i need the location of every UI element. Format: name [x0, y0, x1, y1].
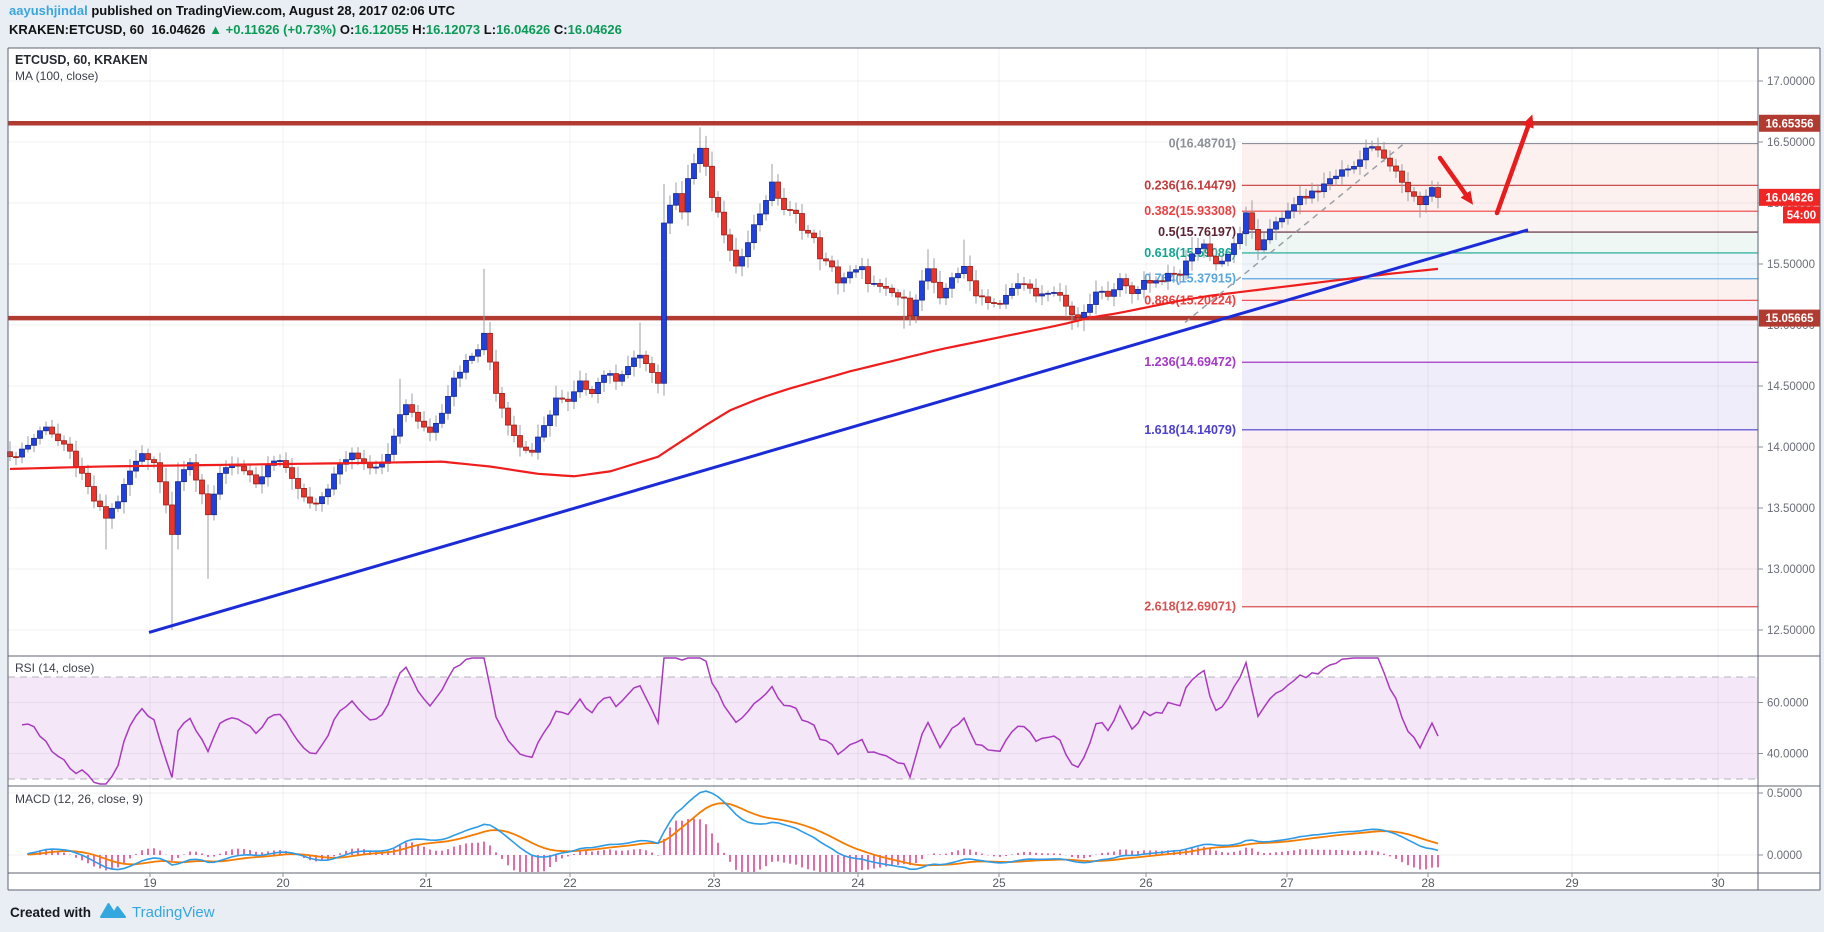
rsi-layer	[21, 657, 1439, 785]
symbol-name[interactable]: KRAKEN:ETCUSD, 60	[9, 22, 145, 37]
chart-legend-ma[interactable]: MA (100, close)	[15, 69, 99, 83]
time-axis-label: 19	[143, 876, 157, 890]
support-trendline[interactable]	[148, 228, 1529, 634]
fib-level-label: 0(16.48701)	[1169, 137, 1236, 151]
fib-level-label: 0.236(16.14479)	[1144, 178, 1236, 192]
quote-change: +0.11626 (+0.73%)	[225, 22, 337, 37]
price-axis-label: 16.50000	[1767, 137, 1815, 149]
time-axis-label: 20	[276, 876, 290, 890]
rsi-line	[21, 657, 1439, 785]
price-axis-label: 13.50000	[1767, 503, 1815, 515]
time-axis-label: 23	[707, 876, 721, 890]
price-axis-label: 15.50000	[1767, 259, 1815, 271]
ma-layer	[9, 267, 1439, 478]
fib-level-label: 1.618(14.14079)	[1144, 423, 1236, 437]
tradingview-brand-link[interactable]: TradingView	[132, 903, 215, 921]
time-axis-label: 30	[1711, 876, 1725, 890]
close-label: C:	[553, 22, 568, 37]
ma-100-line	[9, 267, 1439, 478]
dashed-line-layer	[1184, 143, 1405, 324]
price-axis-label: 0.0000	[1767, 850, 1802, 862]
fib-lines-layer: 0(16.48701) 0.236(16.14479) 0.382(15.93308…	[1144, 137, 1758, 614]
time-axis-label: 25	[992, 876, 1006, 890]
price-axis-label: 17.00000	[1767, 76, 1815, 88]
price-axis-badges: 16.65356 15.05665 16.04626 54:00	[1759, 114, 1820, 327]
price-axis[interactable]: 17.0000016.5000016.0000015.5000015.00000…	[1758, 76, 1815, 862]
close-value: 16.04626	[567, 22, 622, 37]
price-axis-label: 14.00000	[1767, 442, 1815, 454]
chart-legend-symbol[interactable]: ETCUSD, 60, KRAKEN	[15, 53, 148, 67]
fib-level-label: 0.764(15.37915)	[1144, 272, 1236, 286]
macd-line	[27, 790, 1439, 871]
high-value: 16.12073	[425, 22, 481, 37]
fib-level-label: 1.236(14.69472)	[1144, 355, 1236, 369]
price-axis-label: 13.00000	[1767, 564, 1815, 576]
quote-last-price: 16.04626	[151, 22, 206, 37]
low-label: L:	[483, 22, 497, 37]
dashed-projection-line[interactable]	[1184, 143, 1405, 324]
created-with-label: Created with	[10, 904, 92, 920]
symbol-info-bar: KRAKEN:ETCUSD, 60 16.04626 ▲ +0.11626 (+…	[9, 22, 622, 37]
time-axis-label: 29	[1565, 876, 1579, 890]
author-link[interactable]: aayushjindal	[9, 3, 88, 18]
time-axis-label: 22	[563, 876, 577, 890]
price-axis-label: 14.50000	[1767, 381, 1815, 393]
time-axis-label: 21	[419, 876, 433, 890]
projection-arrows-layer	[1437, 114, 1534, 216]
publish-info-bar: aayushjindal published on TradingView.co…	[9, 3, 455, 18]
time-axis-label: 27	[1280, 876, 1294, 890]
fib-level-label: 0.382(15.93308)	[1144, 204, 1236, 218]
macd-signal-line	[27, 802, 1439, 867]
fib-level-label: 0.5(15.76197)	[1158, 225, 1236, 239]
fib-level-label: 0.618(15.59086)	[1144, 246, 1236, 260]
hline-price-badge: 15.05665	[1766, 313, 1815, 325]
open-label: O:	[339, 22, 355, 37]
macd-layer	[27, 790, 1439, 872]
grid-layer	[8, 48, 1758, 873]
fib-bands-layer	[1242, 143, 1758, 607]
time-axis-label: 26	[1139, 876, 1153, 890]
bar-countdown-badge: 54:00	[1787, 210, 1816, 222]
fib-level-label: 2.618(12.69071)	[1144, 600, 1236, 614]
price-axis-label: 12.50000	[1767, 625, 1815, 637]
hline-price-badge: 16.65356	[1766, 118, 1814, 130]
publish-text: published on TradingView.com, August 28,…	[87, 3, 455, 18]
rsi-panel-legend[interactable]: RSI (14, close)	[15, 661, 95, 675]
resistance-lines-layer	[8, 121, 1758, 321]
low-value: 16.04626	[496, 22, 551, 37]
last-price-badge: 16.04626	[1766, 192, 1814, 204]
time-axis[interactable]: 19 20 21 22 23 24 25 26 27 28 29 30	[143, 873, 1725, 890]
trendline-layer	[148, 228, 1529, 634]
up-arrow-icon: ▲	[209, 22, 223, 37]
price-axis-label: 40.0000	[1767, 749, 1809, 761]
footer: Created with TradingView	[10, 899, 215, 925]
open-value: 16.12055	[354, 22, 409, 37]
time-axis-label: 24	[851, 876, 865, 890]
time-axis-label: 28	[1421, 876, 1435, 890]
price-axis-label: 60.0000	[1767, 698, 1809, 710]
frame-layer	[7, 47, 1821, 891]
rsi-band-layer	[8, 676, 1758, 780]
tradingview-logo-icon[interactable]	[100, 900, 127, 925]
price-axis-label: 0.5000	[1767, 788, 1802, 800]
macd-panel-legend[interactable]: MACD (12, 26, close, 9)	[15, 792, 144, 806]
high-label: H:	[412, 22, 426, 37]
